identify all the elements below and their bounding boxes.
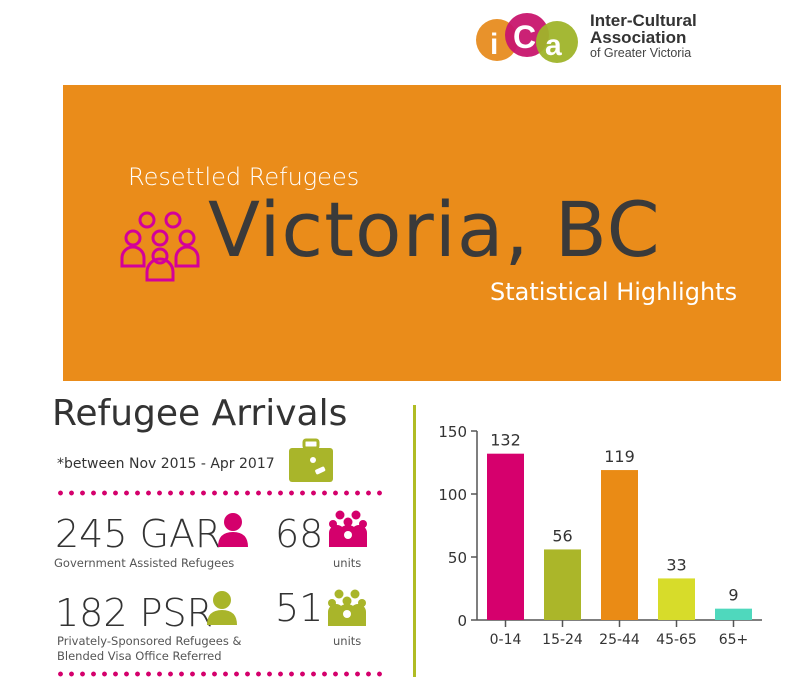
bar-0-14 — [487, 453, 524, 620]
y-tick-label: 0 — [457, 612, 467, 630]
bar-65+ — [715, 608, 752, 620]
suitcase-icon — [289, 438, 333, 482]
gar-units: 68 — [275, 512, 324, 556]
bar-value-label: 9 — [728, 586, 738, 605]
y-tick-label: 100 — [438, 486, 467, 504]
bar-value-label: 119 — [604, 447, 635, 466]
banner-subtitle-bottom: Statistical Highlights — [490, 278, 738, 306]
person-icon — [207, 591, 237, 625]
y-tick-label: 150 — [438, 423, 467, 441]
x-tick-label: 45-65 — [656, 632, 697, 648]
y-tick-label: 50 — [448, 549, 467, 567]
gar-label: Government Assisted Refugees — [54, 556, 235, 570]
bar-15-24 — [544, 549, 581, 620]
psr-label-line2: Blended Visa Office Referred — [57, 649, 222, 663]
bar-value-label: 33 — [666, 555, 686, 574]
svg-text:C: C — [513, 19, 536, 55]
logo-line2: Association — [590, 28, 687, 47]
bar-value-label: 56 — [552, 526, 572, 545]
svg-text:a: a — [545, 29, 562, 62]
banner-title: Victoria, BC — [208, 185, 661, 274]
bar-value-label: 132 — [490, 431, 521, 450]
family-icon — [328, 589, 366, 626]
x-tick-label: 65+ — [719, 632, 749, 648]
bar-25-44 — [601, 470, 638, 620]
psr-label-line1: Privately-Sponsored Refugees & — [57, 634, 242, 648]
dotted-divider — [55, 671, 385, 677]
gar-units-label: units — [333, 556, 362, 570]
person-icon — [218, 513, 248, 547]
logo-line1: Inter-Cultural — [590, 11, 697, 30]
x-tick-label: 15-24 — [542, 632, 583, 648]
svg-text:i: i — [490, 28, 498, 61]
banner-subtitle-top: Resettled Refugees — [128, 163, 360, 191]
arrivals-title: Refugee Arrivals — [52, 393, 348, 434]
people-group-icon — [120, 211, 200, 282]
logo-line3: of Greater Victoria — [590, 46, 692, 60]
arrivals-period: *between Nov 2015 - Apr 2017 — [57, 456, 275, 472]
age-bar-chart: 0 50 100 150 132 0-14 56 15-24 119 25-44 33 45-65 9 6… — [438, 423, 762, 648]
x-tick-label: 0-14 — [490, 632, 522, 648]
gar-count: 245 GAR — [55, 512, 222, 556]
x-tick-label: 25-44 — [599, 632, 640, 648]
psr-units-label: units — [333, 634, 362, 648]
family-icon — [329, 510, 367, 547]
dotted-divider — [55, 490, 385, 496]
bar-45-65 — [658, 578, 695, 620]
psr-units: 51 — [275, 586, 324, 630]
ica-logo-mark: i C a — [476, 13, 578, 63]
ica-logo: i C a Inter-Cultural Association of Grea… — [475, 10, 725, 65]
vertical-divider — [413, 405, 416, 677]
psr-count: 182 PSR — [55, 591, 214, 635]
